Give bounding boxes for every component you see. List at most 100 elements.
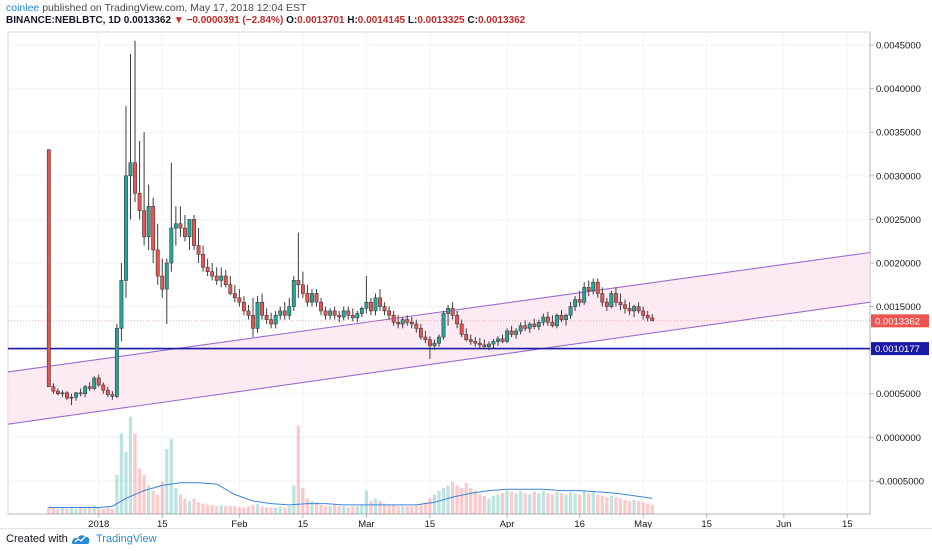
volume-bar: [523, 493, 527, 514]
volume-bar: [605, 497, 609, 514]
y-tick-label: 0.0025000: [876, 215, 921, 226]
volume-bar: [446, 485, 450, 514]
candle-body: [391, 314, 396, 323]
candle-body: [532, 323, 537, 327]
volume-bar: [128, 416, 133, 514]
author-link[interactable]: coinlee: [6, 2, 40, 14]
candle-body: [101, 384, 106, 391]
price-chart[interactable]: 0.0045000 0.0040000 0.0035000 0.0030000 0.00…: [0, 30, 932, 530]
candle-body: [332, 310, 337, 316]
candle-body: [450, 308, 455, 316]
volume-bar: [174, 488, 178, 514]
volume-bar: [228, 506, 232, 514]
candle-body: [623, 304, 627, 309]
volume-bar: [119, 433, 124, 514]
volume-bar: [133, 433, 137, 514]
candle-body: [405, 319, 410, 323]
volume-bar: [264, 507, 269, 514]
volume-bar: [473, 490, 477, 514]
y-tick-label: 0.0020000: [876, 258, 921, 269]
volume-bar: [333, 504, 337, 514]
volume-bar: [328, 506, 332, 514]
volume-bar: [160, 481, 164, 514]
candle-body: [636, 306, 641, 312]
volume-bar: [83, 507, 87, 514]
volume-bar: [301, 488, 305, 514]
x-tick-label: 15: [425, 519, 436, 530]
candle-body: [183, 227, 187, 238]
candle-body: [232, 293, 237, 299]
volume-bar: [314, 502, 319, 514]
candle-body: [441, 313, 446, 338]
candle-body: [355, 313, 360, 319]
volume-bar: [51, 507, 56, 514]
candle-body: [595, 281, 600, 294]
volume-bar: [428, 498, 432, 514]
volume-bar: [500, 493, 505, 514]
volume-bar: [509, 491, 514, 514]
candle-body: [573, 299, 578, 307]
candle-body: [523, 325, 528, 329]
candle-body: [83, 386, 88, 395]
candle-body: [196, 245, 201, 255]
volume-bar: [405, 506, 409, 514]
candle-body: [173, 223, 178, 229]
candle-body: [319, 301, 323, 312]
candle-body: [496, 338, 500, 342]
volume-bar: [364, 490, 369, 514]
candle-body: [396, 321, 401, 325]
y-tick-label: -0.0005000: [876, 476, 924, 487]
candle-body: [260, 301, 264, 316]
volume-bar: [464, 482, 468, 514]
candle-body: [627, 308, 632, 312]
candle-body: [219, 275, 224, 281]
volume-bar: [310, 501, 314, 514]
volume-bar: [646, 503, 650, 514]
symbol-label[interactable]: BINANCE:NEBLBTC, 1D: [6, 15, 121, 26]
candle-body: [137, 192, 142, 211]
volume-bar: [627, 501, 632, 514]
tradingview-brand[interactable]: TradingView: [96, 533, 157, 545]
volume-bar: [587, 493, 591, 514]
volume-bar: [414, 504, 418, 514]
volume-bar: [296, 425, 300, 514]
volume-bar: [378, 501, 382, 514]
volume-bar: [382, 503, 387, 514]
high-value: 0.0014145: [357, 15, 406, 26]
candle-body: [105, 389, 110, 395]
candle-body: [164, 262, 169, 290]
volume-bar: [578, 494, 582, 514]
candle-body: [586, 287, 591, 292]
volume-bar: [546, 493, 550, 514]
volume-bar: [215, 506, 219, 514]
last-price: 0.0013362: [123, 15, 172, 26]
candle-body: [468, 339, 473, 342]
volume-bar: [283, 507, 287, 514]
candle-body: [641, 310, 646, 316]
volume-bar: [369, 501, 373, 514]
volume-bar: [287, 506, 291, 514]
volume-bar: [650, 504, 654, 514]
candle-body: [500, 338, 505, 342]
y-tick-label: 0.0015000: [876, 302, 921, 313]
chart-area[interactable]: 0.0045000 0.0040000 0.0035000 0.0030000 0.00…: [0, 30, 932, 530]
volume-bar: [600, 495, 604, 514]
price-change: −0.0000391 (−2.84%): [186, 15, 284, 26]
candle-body: [559, 314, 564, 320]
volume-bar: [74, 508, 78, 514]
volume-bar: [88, 506, 92, 514]
candle-body: [536, 321, 541, 327]
candle-body: [337, 314, 342, 318]
candle-body: [614, 293, 618, 303]
volume-bar: [487, 498, 491, 514]
candle-body: [350, 314, 355, 319]
volume-bar: [614, 497, 618, 514]
price-badge-label: 0.0013362: [875, 316, 920, 327]
volume-bar: [337, 506, 341, 514]
candle-body: [464, 334, 469, 340]
volume-bar: [419, 503, 423, 514]
candle-body: [300, 284, 305, 294]
volume-bar: [387, 504, 391, 514]
tradingview-logo-icon[interactable]: [70, 532, 92, 546]
volume-bar: [101, 508, 105, 514]
